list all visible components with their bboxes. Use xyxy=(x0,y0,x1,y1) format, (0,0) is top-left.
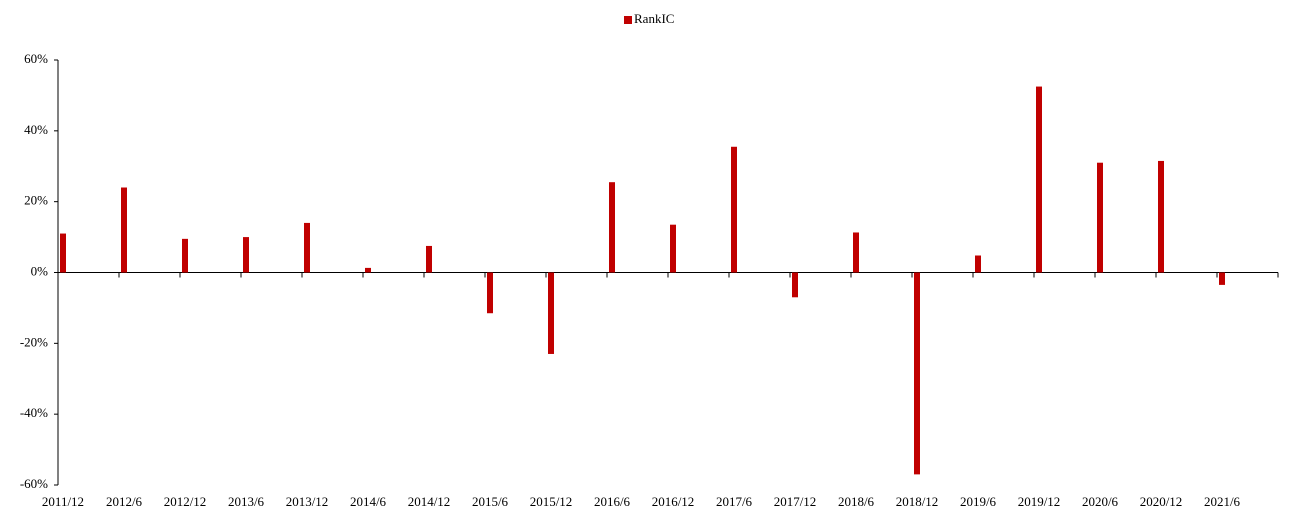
y-tick-label: -40% xyxy=(20,405,48,420)
bar xyxy=(792,272,798,298)
bar xyxy=(304,222,310,273)
bar xyxy=(121,187,127,273)
x-tick-label: 2017/12 xyxy=(774,494,817,509)
x-tick-label: 2017/6 xyxy=(716,494,753,509)
x-tick-label: 2014/6 xyxy=(350,494,387,509)
bar xyxy=(426,245,432,273)
bar xyxy=(853,232,859,273)
y-tick-label: 0% xyxy=(31,263,49,278)
x-tick-label: 2019/12 xyxy=(1018,494,1061,509)
x-tick-label: 2021/6 xyxy=(1204,494,1241,509)
x-tick-label: 2012/6 xyxy=(106,494,143,509)
y-tick-label: 40% xyxy=(24,122,48,137)
x-tick-label: 2011/12 xyxy=(42,494,84,509)
bar xyxy=(1158,160,1164,273)
x-tick-label: 2020/12 xyxy=(1140,494,1183,509)
x-tick-label: 2013/12 xyxy=(286,494,329,509)
bar xyxy=(1097,162,1103,273)
bar xyxy=(1219,272,1225,285)
bar xyxy=(1036,86,1042,273)
bar xyxy=(731,146,737,273)
x-tick-label: 2015/12 xyxy=(530,494,573,509)
x-tick-label: 2014/12 xyxy=(408,494,451,509)
x-tick-label: 2018/12 xyxy=(896,494,939,509)
x-tick-label: 2016/6 xyxy=(594,494,631,509)
y-tick-label: -20% xyxy=(20,334,48,349)
y-tick-label: 20% xyxy=(24,193,48,208)
bar xyxy=(365,267,371,273)
x-tick-label: 2012/12 xyxy=(164,494,207,509)
bar xyxy=(548,272,554,354)
bar xyxy=(182,238,188,273)
x-tick-label: 2018/6 xyxy=(838,494,875,509)
y-tick-label: 60% xyxy=(24,51,48,66)
y-tick-label: -60% xyxy=(20,476,48,491)
bar xyxy=(243,237,249,273)
bar xyxy=(670,224,676,273)
x-tick-label: 2016/12 xyxy=(652,494,695,509)
x-tick-label: 2015/6 xyxy=(472,494,509,509)
bar xyxy=(609,182,615,273)
x-tick-label: 2020/6 xyxy=(1082,494,1119,509)
bar xyxy=(487,272,493,314)
x-tick-label: 2013/6 xyxy=(228,494,265,509)
bar xyxy=(914,272,920,475)
bar xyxy=(60,233,66,273)
bar xyxy=(975,255,981,273)
legend-label: RankIC xyxy=(634,11,674,26)
legend-swatch xyxy=(624,16,632,24)
x-tick-label: 2019/6 xyxy=(960,494,997,509)
